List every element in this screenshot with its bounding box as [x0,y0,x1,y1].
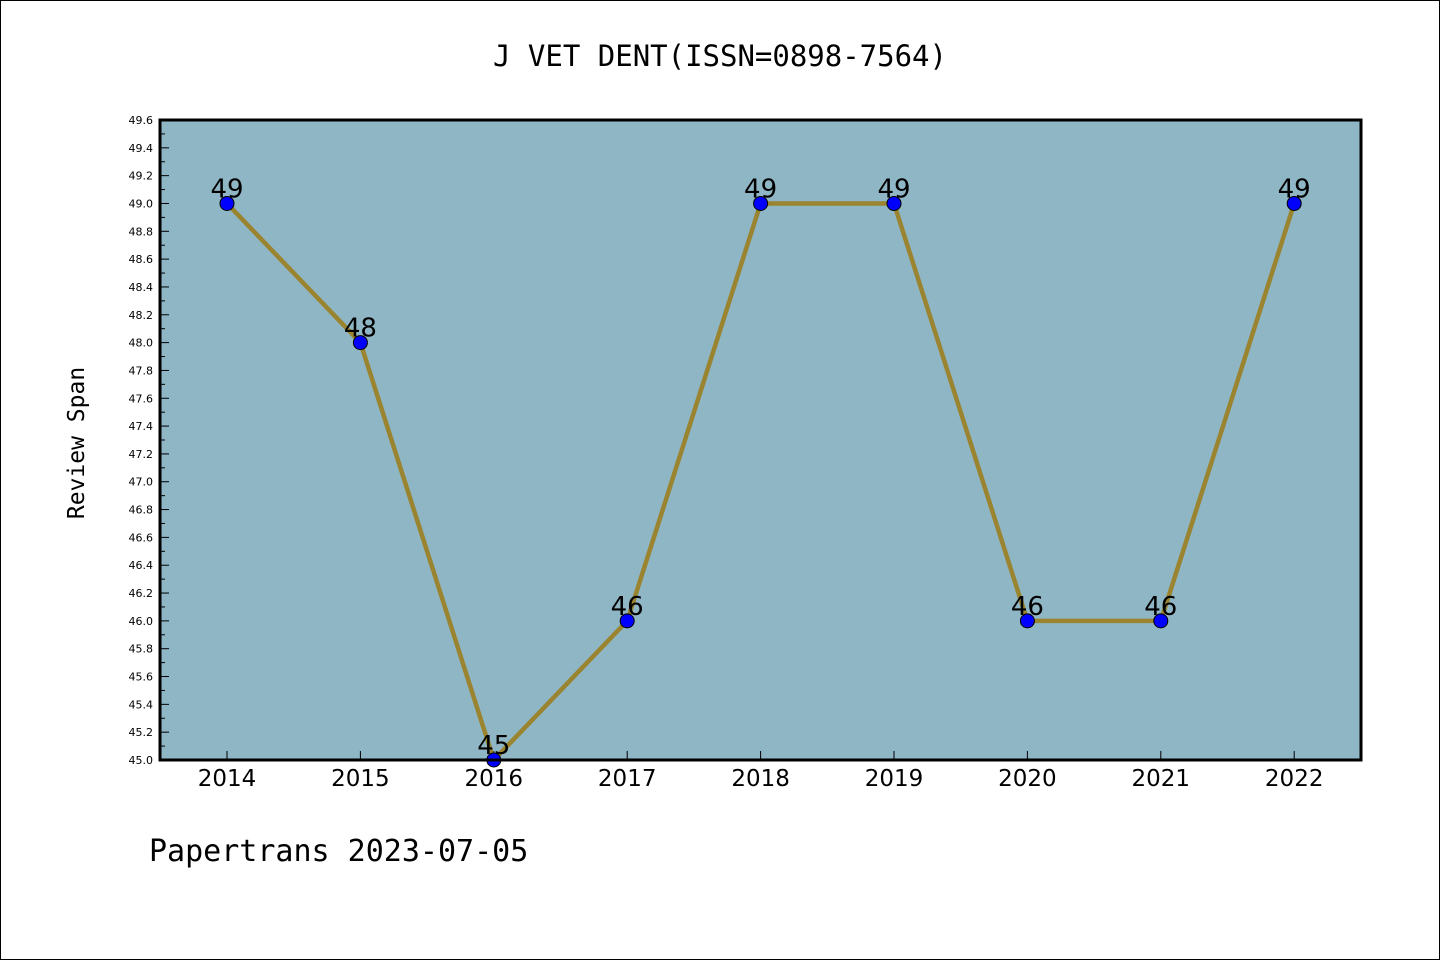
y-tick-label: 49.4 [129,142,154,155]
y-tick-label: 49.6 [129,114,154,127]
data-label: 46 [611,592,644,622]
x-tick-label: 2022 [1265,766,1324,792]
y-tick-label: 48.8 [129,225,154,238]
x-axis: 2014 2015 2016 2017 2018 2019 2020 2021 2022 [198,751,1324,792]
y-tick-label: 46.8 [129,504,154,517]
y-tick-label: 48.2 [129,309,154,322]
data-label: 49 [877,174,910,204]
data-labels-group: 49 48 45 46 49 49 46 46 49 [210,174,1310,761]
y-tick-label: 49.0 [129,197,154,210]
x-tick-label: 2018 [731,766,790,792]
y-tick-label: 45.4 [129,698,154,711]
x-tick-label: 2015 [331,766,390,792]
y-tick-label: 45.8 [129,643,154,656]
x-tick-label: 2016 [465,766,524,792]
data-label: 46 [1144,592,1177,622]
x-tick-label: 2020 [998,766,1057,792]
y-tick-label: 47.0 [129,476,154,489]
y-axis-label: Review Span [64,367,90,519]
chart-title: J VET DENT(ISSN=0898-7564) [493,39,947,73]
y-tick-label: 47.8 [129,364,154,377]
y-tick-label: 47.4 [129,420,154,433]
y-tick-label: 45.6 [129,671,154,684]
data-label: 49 [744,174,777,204]
y-tick-label: 49.2 [129,170,154,183]
data-point [352,335,368,351]
y-tick-label: 47.6 [129,392,154,405]
plot-area [160,120,1361,760]
y-tick-label: 46.2 [129,587,154,600]
y-tick-label: 45.2 [129,726,154,739]
markers-group [219,195,1302,768]
data-label: 46 [1011,592,1044,622]
data-point [1019,613,1035,629]
data-point [1286,195,1302,211]
y-tick-label: 48.6 [129,253,154,266]
data-point [886,195,902,211]
y-tick-label: 46.6 [129,531,154,544]
y-tick-label: 45.0 [129,754,154,767]
x-tick-label: 2014 [198,766,257,792]
x-tick-label: 2017 [598,766,657,792]
y-tick-label: 46.4 [129,559,154,572]
data-point [619,613,635,629]
data-point [219,195,235,211]
y-tick-label: 48.0 [129,337,154,350]
y-tick-label: 48.4 [129,281,154,294]
y-tick-label: 46.0 [129,615,154,628]
data-label: 49 [210,174,243,204]
y-tick-label: 47.2 [129,448,154,461]
data-label: 48 [344,314,377,344]
data-point [1153,613,1169,629]
footer-text: Papertrans 2023-07-05 [149,834,529,869]
x-tick-label: 2021 [1132,766,1191,792]
x-tick-label: 2019 [865,766,924,792]
data-label: 49 [1278,174,1311,204]
data-label: 45 [477,731,510,761]
plot-border [158,118,1363,762]
data-point [753,195,769,211]
